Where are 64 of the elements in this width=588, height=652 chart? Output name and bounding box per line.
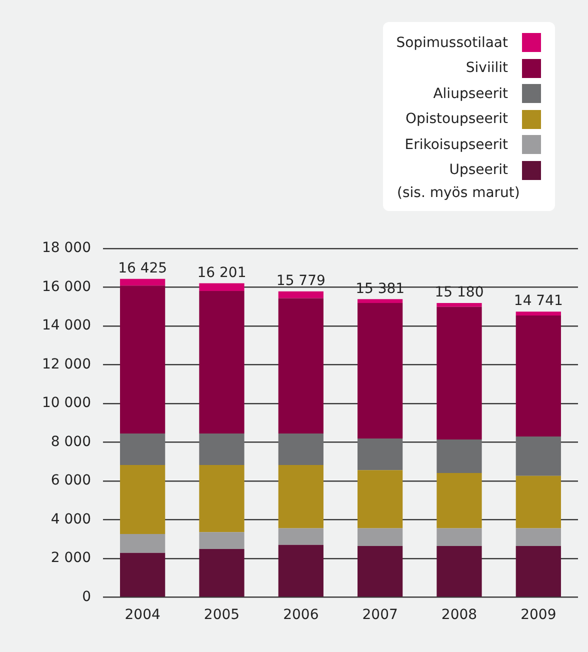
legend-label: Sopimussotilaat bbox=[396, 34, 508, 51]
x-tick-label: 2004 bbox=[124, 607, 160, 624]
bar bbox=[516, 476, 561, 528]
bar bbox=[516, 315, 561, 437]
bar bbox=[199, 548, 244, 597]
x-tick-label: 2006 bbox=[283, 607, 319, 624]
bar bbox=[358, 438, 403, 470]
x-tick-label: 2009 bbox=[520, 607, 556, 624]
bar bbox=[358, 528, 403, 546]
bar bbox=[278, 291, 324, 298]
bar bbox=[436, 528, 482, 546]
bar bbox=[516, 528, 561, 546]
bar bbox=[199, 532, 244, 549]
bar bbox=[436, 306, 482, 440]
bar bbox=[278, 544, 324, 597]
bar bbox=[358, 299, 403, 304]
bar bbox=[436, 472, 482, 528]
total-label: 15 180 bbox=[434, 284, 484, 301]
bar bbox=[358, 303, 403, 438]
bar bbox=[358, 470, 403, 528]
y-tick-label: 16 000 bbox=[42, 278, 91, 295]
x-tick-label: 2005 bbox=[204, 607, 240, 624]
bar bbox=[436, 439, 482, 473]
legend-label: Erikoisupseerit bbox=[404, 136, 508, 153]
bar bbox=[120, 286, 166, 434]
y-tick-label: 10 000 bbox=[42, 395, 91, 412]
y-tick-label: 12 000 bbox=[42, 356, 91, 372]
bar bbox=[199, 291, 244, 434]
y-tick-label: 6 000 bbox=[50, 472, 91, 489]
bar bbox=[199, 433, 244, 466]
bar bbox=[120, 465, 166, 534]
bar bbox=[120, 534, 166, 553]
y-tick-label: 14 000 bbox=[42, 318, 91, 334]
total-label: 16 425 bbox=[118, 260, 168, 277]
bar bbox=[120, 278, 166, 286]
bar bbox=[278, 528, 324, 545]
y-tick-label: 2 000 bbox=[50, 550, 91, 566]
bar bbox=[278, 298, 324, 434]
bar bbox=[278, 433, 324, 466]
x-tick-label: 2007 bbox=[362, 607, 398, 624]
bar bbox=[516, 436, 561, 476]
bar bbox=[278, 465, 324, 528]
y-tick-label: 18 000 bbox=[42, 240, 91, 256]
legend-label: Upseerit bbox=[449, 162, 508, 178]
bar bbox=[436, 546, 482, 597]
bar bbox=[436, 303, 482, 307]
y-tick-label: 4 000 bbox=[50, 511, 91, 528]
x-tick-label: 2008 bbox=[441, 607, 478, 624]
total-label: 14 741 bbox=[514, 293, 563, 310]
bar bbox=[120, 552, 166, 597]
bar bbox=[199, 283, 244, 292]
bar bbox=[516, 546, 561, 597]
legend-label: Opistoupseerit bbox=[405, 111, 508, 128]
text: (sis. myös marut) bbox=[396, 185, 521, 201]
total-label: 16 201 bbox=[197, 264, 246, 281]
total-label: 15 779 bbox=[276, 273, 326, 290]
y-tick-label: 8 000 bbox=[50, 434, 91, 450]
legend-label: Aliupseerit bbox=[433, 86, 508, 102]
legend-label: Siviilit bbox=[466, 60, 508, 76]
bar bbox=[120, 433, 166, 466]
y-tick-label: 0 bbox=[82, 588, 91, 605]
bar bbox=[516, 312, 561, 316]
bar bbox=[358, 546, 403, 597]
bar bbox=[199, 465, 244, 532]
